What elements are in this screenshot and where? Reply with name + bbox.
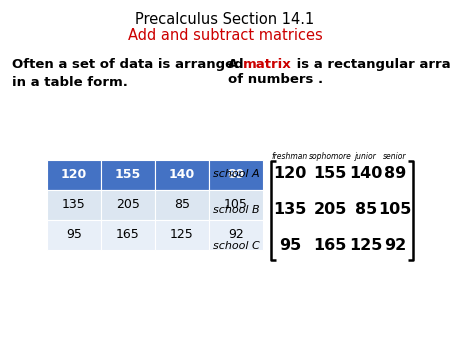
Text: 125: 125	[349, 239, 382, 254]
Text: 165: 165	[313, 239, 346, 254]
Text: 120: 120	[61, 169, 87, 182]
Bar	[101, 220, 155, 250]
Text: of numbers .: of numbers .	[228, 73, 323, 86]
Text: 89: 89	[227, 169, 245, 182]
Text: school C: school C	[213, 241, 260, 251]
Text: 205: 205	[313, 202, 346, 217]
Text: 105: 105	[378, 202, 412, 217]
Text: 165: 165	[116, 228, 140, 241]
Bar	[209, 160, 263, 190]
Bar	[209, 190, 263, 220]
Text: senior: senior	[383, 152, 407, 161]
Text: Precalculus Section 14.1: Precalculus Section 14.1	[135, 12, 315, 27]
Bar	[101, 190, 155, 220]
Text: 135: 135	[62, 198, 86, 212]
Text: Often a set of data is arranged
in a table form.: Often a set of data is arranged in a tab…	[12, 58, 243, 90]
Bar	[155, 190, 209, 220]
Text: A: A	[228, 58, 243, 71]
Text: sophomore: sophomore	[309, 152, 351, 161]
Text: 155: 155	[313, 167, 346, 182]
Bar	[101, 160, 155, 190]
Text: 205: 205	[116, 198, 140, 212]
Text: Add and subtract matrices: Add and subtract matrices	[128, 28, 322, 43]
Text: 89: 89	[384, 167, 406, 182]
Bar	[155, 160, 209, 190]
Bar	[209, 220, 263, 250]
Text: 92: 92	[384, 239, 406, 254]
Text: 120: 120	[273, 167, 307, 182]
Text: school A: school A	[213, 169, 260, 179]
Bar	[47, 190, 101, 220]
Bar	[47, 160, 101, 190]
Text: 85: 85	[174, 198, 190, 212]
Text: 85: 85	[355, 202, 377, 217]
Text: 105: 105	[224, 198, 248, 212]
Text: is a rectangular array: is a rectangular array	[292, 58, 450, 71]
Text: 135: 135	[273, 202, 307, 217]
Text: 95: 95	[66, 228, 82, 241]
Bar	[47, 220, 101, 250]
Text: 140: 140	[169, 169, 195, 182]
Text: 155: 155	[115, 169, 141, 182]
Text: matrix: matrix	[243, 58, 292, 71]
Text: 95: 95	[279, 239, 301, 254]
Text: freshman: freshman	[272, 152, 308, 161]
Text: junior: junior	[355, 152, 377, 161]
Text: school B: school B	[213, 205, 260, 215]
Text: 140: 140	[349, 167, 382, 182]
Bar	[155, 220, 209, 250]
Text: 92: 92	[228, 228, 244, 241]
Text: 125: 125	[170, 228, 194, 241]
